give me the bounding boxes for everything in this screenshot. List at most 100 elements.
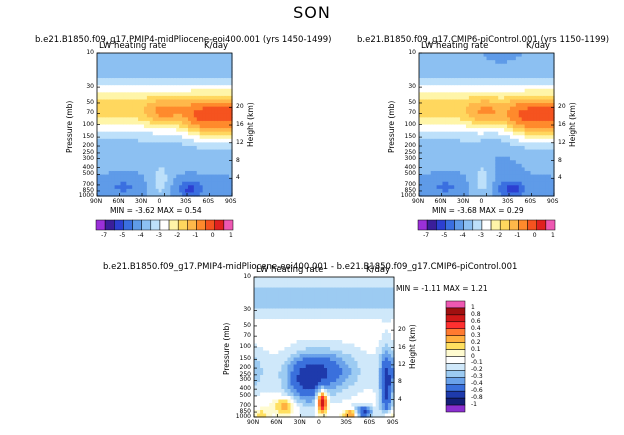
field-cell [330, 336, 334, 341]
field-cell [170, 135, 174, 140]
field-cell [132, 138, 136, 143]
field-cell [287, 280, 292, 285]
field-cell [465, 95, 470, 101]
field-cell [269, 385, 273, 390]
field-cell [460, 192, 464, 197]
field-cell [263, 333, 267, 338]
field-cell [176, 74, 180, 79]
field-cell [419, 53, 423, 58]
field-cell [187, 74, 192, 79]
field-cell [320, 410, 325, 415]
field-cell [427, 53, 432, 58]
field-cell [202, 149, 207, 154]
field-cell [333, 277, 337, 282]
field-cell [102, 149, 107, 154]
field-cell [158, 117, 163, 122]
field-cell [281, 312, 286, 317]
field-cell [182, 113, 186, 118]
field-cell [275, 368, 279, 373]
field-cell [257, 322, 261, 327]
field-cell [102, 92, 107, 97]
field-cell [293, 382, 298, 387]
field-cell [314, 326, 319, 331]
field-cell [158, 174, 163, 179]
field-cell [339, 413, 343, 418]
field-cell [196, 124, 201, 129]
field-cell [433, 153, 438, 158]
field-cell [146, 85, 151, 90]
field-cell [419, 131, 423, 136]
field-cell [527, 63, 532, 68]
field-cell [521, 163, 526, 168]
field-cell [254, 284, 258, 289]
field-cell [530, 53, 535, 58]
field-cell [143, 188, 148, 194]
field-cell [421, 131, 426, 136]
field-cell [290, 410, 295, 415]
field-cell [208, 60, 213, 65]
field-cell [176, 63, 180, 68]
field-cell [492, 128, 496, 133]
field-cell [257, 305, 261, 310]
field-cell [185, 120, 189, 126]
field-cell [530, 70, 535, 76]
field-cell [542, 113, 546, 118]
field-cell [501, 110, 505, 115]
field-cell [114, 149, 119, 154]
field-cell [445, 99, 449, 104]
field-cell [123, 149, 127, 154]
field-cell [451, 156, 455, 161]
field-cell [498, 95, 502, 101]
field-cell [164, 124, 169, 129]
field-cell [305, 368, 310, 373]
field-cell [483, 181, 488, 186]
field-cell [439, 99, 444, 104]
field-cell [135, 60, 139, 65]
field-cell [193, 181, 198, 186]
field-cell [257, 350, 261, 355]
field-cell [266, 378, 270, 383]
field-cell [155, 124, 160, 129]
field-cell [141, 142, 145, 147]
field-cell [114, 110, 119, 115]
field-cell [468, 56, 473, 61]
field-cell [533, 142, 537, 147]
field-cell [263, 403, 267, 408]
field-cell [463, 67, 467, 72]
field-cell [457, 110, 461, 115]
field-cell [451, 110, 455, 115]
field-cell [293, 350, 298, 355]
field-cell [217, 124, 221, 129]
field-cell [507, 142, 511, 147]
field-cell [120, 67, 125, 72]
field-cell [468, 163, 473, 168]
field-cell [296, 396, 301, 401]
field-cell [105, 185, 110, 190]
field-cell [515, 135, 520, 140]
field-cell [193, 160, 198, 165]
field-cell [214, 110, 218, 115]
field-cell [483, 160, 488, 165]
field-cell [278, 301, 282, 306]
field-cell [509, 88, 514, 93]
field-cell [501, 153, 505, 158]
field-cell [480, 85, 485, 90]
field-cell [465, 67, 470, 72]
field-cell [182, 163, 186, 168]
field-cell [509, 67, 514, 72]
field-cell [509, 117, 514, 122]
field-cell [269, 291, 273, 296]
field-cell [141, 149, 145, 154]
field-cell [152, 163, 157, 168]
field-cell [132, 163, 136, 168]
field-cell [105, 156, 110, 161]
field-cell [179, 56, 183, 61]
field-cell [281, 410, 286, 415]
field-cell [217, 103, 221, 108]
field-cell [430, 70, 435, 76]
field-cell [290, 315, 295, 320]
field-cell [146, 153, 151, 158]
field-cell [299, 326, 304, 331]
field-cell [266, 413, 270, 418]
field-cell [527, 178, 532, 183]
